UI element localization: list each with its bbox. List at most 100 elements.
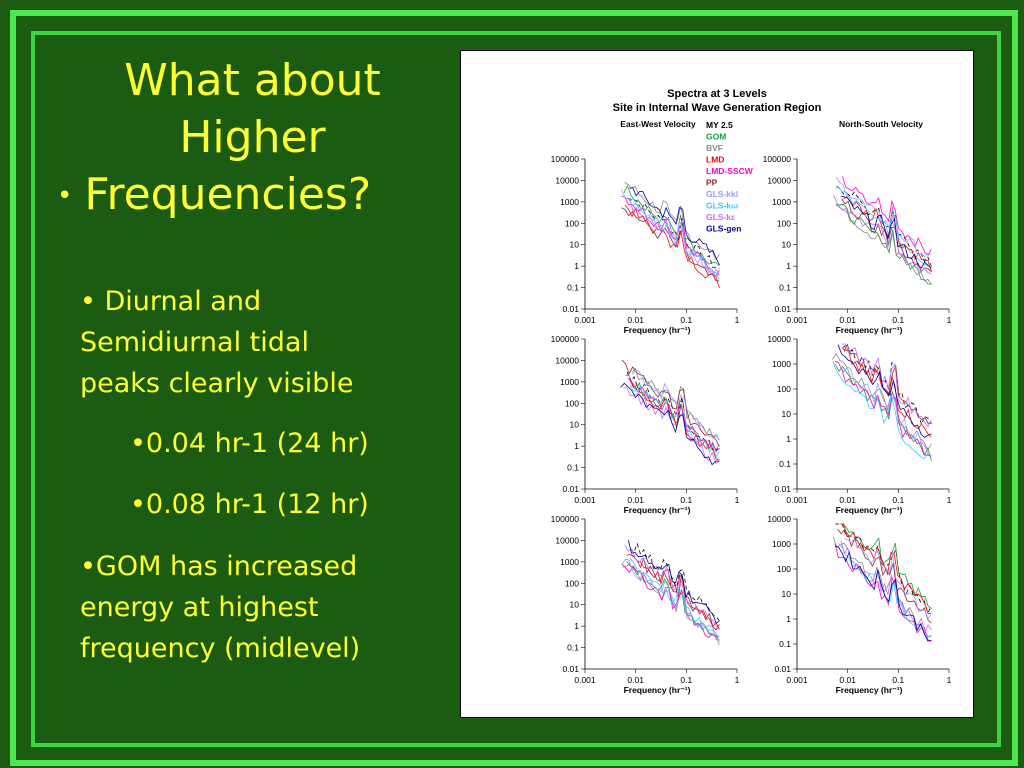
panel-r0-c1-y-tick-label-7: 100000 bbox=[763, 154, 792, 164]
panel-r2-c1-y-tick-label-1: 0.1 bbox=[779, 639, 791, 649]
panel-r2-c0-y-tick-label-6: 10000 bbox=[555, 535, 579, 545]
panel-r2-c0-series-5 bbox=[630, 554, 720, 631]
panel-r1-c0-y-tick-label-1: 0.1 bbox=[567, 463, 579, 473]
legend-entry-8: GLS-kε bbox=[706, 212, 735, 222]
spectra-chart: Spectra at 3 Levels Site in Internal Wave… bbox=[551, 88, 952, 695]
panel-r1-c1-x-tick-label-0: 0.001 bbox=[786, 495, 808, 505]
panel-r1-c0-y-tick-label-3: 10 bbox=[570, 420, 580, 430]
panel-r1-c0-y-tick-label-5: 1000 bbox=[560, 377, 579, 387]
legend-entry-7: GLS-kω bbox=[706, 201, 738, 211]
panel-r2-c1-y-tick-label-6: 10000 bbox=[767, 514, 791, 524]
panel-r2-c0-y-tick-label-7: 100000 bbox=[551, 514, 580, 524]
panel-r2-c0-x-tick-label-0: 0.001 bbox=[574, 675, 596, 685]
panel-r2-c1-x-tick-label-1: 0.01 bbox=[839, 675, 856, 685]
panel-r2-c1-series-8 bbox=[840, 540, 932, 635]
panel-r1-c1-y-tick-label-6: 10000 bbox=[767, 334, 791, 344]
sub-bullet-semidiurnal: •0.08 hr-1 (12 hr) bbox=[130, 489, 369, 520]
bullet-2-line-1: •GOM has increased bbox=[80, 551, 358, 582]
panel-r2-c0-series-6 bbox=[621, 558, 720, 642]
right-column-label: North-South Velocity bbox=[839, 119, 923, 129]
panel-r2-c1-y-tick-label-3: 10 bbox=[782, 589, 792, 599]
title-line-1: What about bbox=[124, 55, 381, 106]
panel-r1-c0-x-tick-label-0: 0.001 bbox=[574, 495, 596, 505]
panel-r1-c1-y-tick-label-2: 1 bbox=[786, 434, 791, 444]
panel-r0-c1-series-9 bbox=[840, 195, 932, 269]
legend-entry-0: MY 2.5 bbox=[706, 120, 733, 130]
panel-r2-c0-series-7 bbox=[629, 557, 720, 641]
panel-r0-c1-y-tick-label-5: 1000 bbox=[772, 197, 791, 207]
panel-r2-c1-series-1 bbox=[842, 523, 932, 609]
panel-r1-c0-series-5 bbox=[621, 359, 720, 447]
panel-r1-c0-series-9 bbox=[620, 382, 720, 466]
panel-r1-c1-series-9 bbox=[837, 344, 932, 438]
panel-r0-c1-x-tick-label-2: 0.1 bbox=[892, 315, 904, 325]
panel-r1-c0-y-tick-label-2: 1 bbox=[574, 441, 579, 451]
panel-r0-c0-series-2 bbox=[624, 181, 720, 261]
panel-r1-c1-y-tick-label-3: 10 bbox=[782, 409, 792, 419]
panel-r0-c0-x-tick-label-2: 0.1 bbox=[680, 315, 692, 325]
panel-r0-c1-series-4 bbox=[842, 176, 932, 256]
sub-bullet-diurnal: •0.04 hr-1 (24 hr) bbox=[130, 428, 369, 459]
panel-r2-c1-series-0 bbox=[835, 523, 932, 614]
panel-r1-c1-series-8 bbox=[841, 343, 932, 428]
panel-r0-c0-series-7 bbox=[629, 197, 720, 280]
panel-r1-c0-y-tick-label-4: 100 bbox=[565, 398, 579, 408]
panel-r0-c0-y-tick-label-2: 1 bbox=[574, 261, 579, 271]
panel-r0-c1-series-2 bbox=[835, 204, 932, 285]
panel-r1-c0-series-6 bbox=[631, 370, 720, 441]
slide-title: What about Higher • Frequencies? bbox=[57, 52, 445, 224]
legend-entry-5: PP bbox=[706, 178, 718, 188]
panel-r1-c1-series-2 bbox=[832, 352, 932, 452]
panel-r1-c1-x-tick-label-2: 0.1 bbox=[892, 495, 904, 505]
panel-r2-c1-series-5 bbox=[837, 528, 932, 624]
panel-r0-c1-y-tick-label-2: 1 bbox=[786, 261, 791, 271]
panel-r1-c0-series-7 bbox=[629, 384, 720, 458]
panel-r1-c1-y-tick-label-0: 0.01 bbox=[774, 484, 791, 494]
panel-r0-c0-y-tick-label-4: 100 bbox=[565, 218, 579, 228]
panel-r1-c0-x-tick-label-2: 0.1 bbox=[680, 495, 692, 505]
panel-r2-c0-y-tick-label-0: 0.01 bbox=[562, 664, 579, 674]
panel-r0-c0-x-tick-label-1: 0.01 bbox=[627, 315, 644, 325]
panel-r1-c1-y-tick-label-4: 100 bbox=[777, 384, 791, 394]
chart-subtitle: Site in Internal Wave Generation Region bbox=[613, 102, 822, 114]
legend-entry-3: LMD bbox=[706, 155, 724, 165]
title-line-3-text: Frequencies? bbox=[84, 169, 372, 221]
panel-r2-c0-y-tick-label-2: 1 bbox=[574, 621, 579, 631]
panel-r2-c1-series-9 bbox=[834, 546, 932, 642]
panel-r1-c0-y-tick-label-7: 100000 bbox=[551, 334, 580, 344]
panel-r2-c0-series-8 bbox=[624, 544, 720, 631]
panel-r0-c0-series-5 bbox=[621, 207, 720, 282]
panel-r1-c0-x-label: Frequency (hr⁻¹) bbox=[624, 505, 691, 515]
panel-r2-c1-series-6 bbox=[844, 538, 932, 621]
panel-r0-c0-x-label: Frequency (hr⁻¹) bbox=[624, 325, 691, 335]
panel-r0-c0-y-tick-label-6: 10000 bbox=[555, 175, 579, 185]
panel-r0-c0-y-tick-label-1: 0.1 bbox=[567, 283, 579, 293]
panel-r2-c1-y-tick-label-4: 100 bbox=[777, 564, 791, 574]
panel-r1-c1-series-4 bbox=[834, 360, 932, 457]
panel-r2-c0-x-label: Frequency (hr⁻¹) bbox=[624, 685, 691, 695]
panel-r1-c1-y-tick-label-5: 1000 bbox=[772, 359, 791, 369]
panel-r0-c0-series-3 bbox=[624, 204, 720, 289]
panel-r0-c1-x-tick-label-1: 0.01 bbox=[839, 315, 856, 325]
panel-r0-c1-x-tick-label-0: 0.001 bbox=[786, 315, 808, 325]
panel-r0-c1-y-tick-label-4: 100 bbox=[777, 218, 791, 228]
panel-r0-c1-x-label: Frequency (hr⁻¹) bbox=[836, 325, 903, 335]
legend-entry-1: GOM bbox=[706, 132, 726, 142]
panel-r2-c1-x-label: Frequency (hr⁻¹) bbox=[836, 685, 903, 695]
panel-r2-c0-x-tick-label-2: 0.1 bbox=[680, 675, 692, 685]
panel-r0-c1-x-tick-label-3: 1 bbox=[947, 315, 952, 325]
panel-r1-c0-series-8 bbox=[623, 386, 720, 465]
panel-r2-c0-series-9 bbox=[627, 539, 720, 624]
left-column-label: East-West Velocity bbox=[620, 119, 696, 129]
panel-r1-c0-series-2 bbox=[631, 367, 720, 441]
slide-border-outer bbox=[10, 10, 1018, 766]
panel-r2-c1-series-4 bbox=[834, 543, 932, 641]
panel-r0-c1-y-tick-label-0: 0.01 bbox=[774, 304, 791, 314]
bullet-2-line-2: energy at highest bbox=[80, 592, 319, 623]
panel-r0-c0-series-9 bbox=[629, 187, 720, 266]
panel-r2-c0-y-tick-label-5: 1000 bbox=[560, 557, 579, 567]
panel-r0-c0-y-tick-label-7: 100000 bbox=[551, 154, 580, 164]
panel-r1-c1-series-7 bbox=[832, 361, 932, 460]
legend-entry-2: BVF bbox=[706, 143, 723, 153]
panel-r0-c1-series-8 bbox=[833, 195, 932, 274]
